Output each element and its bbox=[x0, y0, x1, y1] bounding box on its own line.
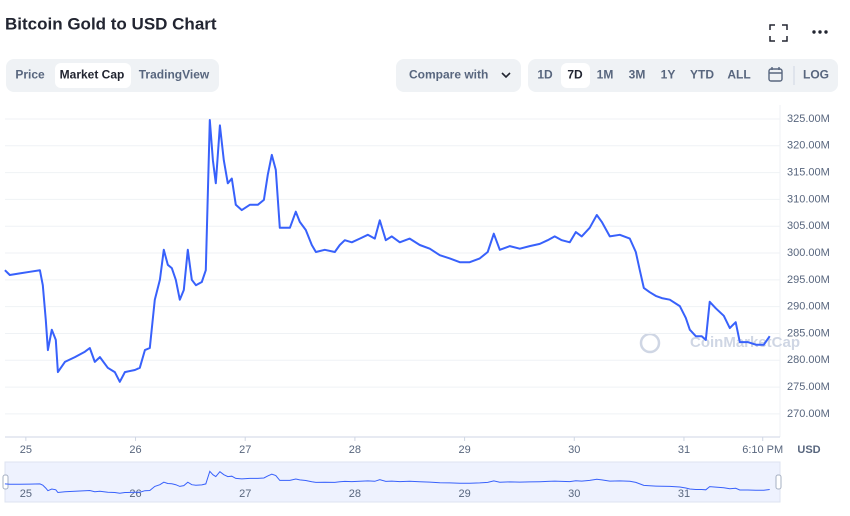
y-tick-label: 300.00M bbox=[787, 247, 830, 259]
navigator-tick-label: 27 bbox=[239, 488, 251, 500]
x-tick-label: 27 bbox=[239, 444, 251, 456]
price-line bbox=[4, 119, 771, 383]
x-tick-label: 31 bbox=[678, 444, 690, 456]
y-tick-label: 325.00M bbox=[787, 113, 830, 125]
range-selected bbox=[561, 63, 590, 88]
x-tick-label: 25 bbox=[20, 444, 32, 456]
fullscreen-icon[interactable] bbox=[769, 24, 788, 42]
x-tick-label: 26 bbox=[129, 444, 141, 456]
compare-label: Compare with bbox=[409, 68, 488, 82]
tab[interactable]: TradingView bbox=[139, 68, 210, 82]
y-tick-label: 315.00M bbox=[787, 166, 830, 178]
navigator-line bbox=[4, 470, 770, 494]
y-tick-label: 320.00M bbox=[787, 140, 830, 152]
x-tick-label: 30 bbox=[568, 444, 580, 456]
tab-selected bbox=[55, 63, 131, 88]
range-group bbox=[528, 59, 838, 92]
calendar-icon[interactable] bbox=[768, 67, 783, 82]
chevron bbox=[501, 72, 511, 79]
navigator-handle[interactable] bbox=[2, 474, 9, 490]
range[interactable]: ALL bbox=[727, 68, 750, 82]
navigator-handle[interactable] bbox=[775, 474, 782, 490]
navigator-tick-label: 30 bbox=[568, 488, 580, 500]
range[interactable]: 3M bbox=[629, 68, 646, 82]
range[interactable]: 7D bbox=[567, 68, 583, 82]
tab[interactable]: Price bbox=[15, 68, 45, 82]
log-toggle[interactable]: LOG bbox=[803, 68, 829, 82]
y-tick-label: 290.00M bbox=[787, 301, 830, 313]
compare-dropdown[interactable] bbox=[396, 59, 521, 92]
x-tick-label: 28 bbox=[349, 444, 361, 456]
watermark-logo bbox=[639, 332, 661, 354]
y-tick-label: 295.00M bbox=[787, 274, 830, 286]
range[interactable]: 1M bbox=[597, 68, 614, 82]
y-tick-label: 305.00M bbox=[787, 220, 830, 232]
range[interactable]: 1D bbox=[537, 68, 553, 82]
currency-label: USD bbox=[797, 444, 820, 456]
y-tick-label: 310.00M bbox=[787, 193, 830, 205]
navigator-tick-label: 31 bbox=[678, 488, 690, 500]
y-tick-label: 275.00M bbox=[787, 381, 830, 393]
navigator-tick-label: 25 bbox=[20, 488, 32, 500]
range[interactable]: YTD bbox=[690, 68, 714, 82]
y-tick-label: 285.00M bbox=[787, 327, 830, 339]
range[interactable]: 1Y bbox=[661, 68, 676, 82]
navigator[interactable] bbox=[4, 461, 781, 503]
y-tick-label: 270.00M bbox=[787, 408, 830, 420]
title: Bitcoin Gold to USD Chart bbox=[5, 14, 217, 33]
navigator-tick-label: 28 bbox=[349, 488, 361, 500]
x-tick-label: 29 bbox=[458, 444, 470, 456]
tab[interactable]: Market Cap bbox=[60, 68, 125, 82]
y-tick-label: 280.00M bbox=[787, 354, 830, 366]
navigator-tick-label: 26 bbox=[129, 488, 141, 500]
more-icon[interactable] bbox=[812, 30, 828, 34]
navigator-tick-label: 29 bbox=[458, 488, 470, 500]
x-tick-label: 6:10 PM bbox=[742, 444, 783, 456]
